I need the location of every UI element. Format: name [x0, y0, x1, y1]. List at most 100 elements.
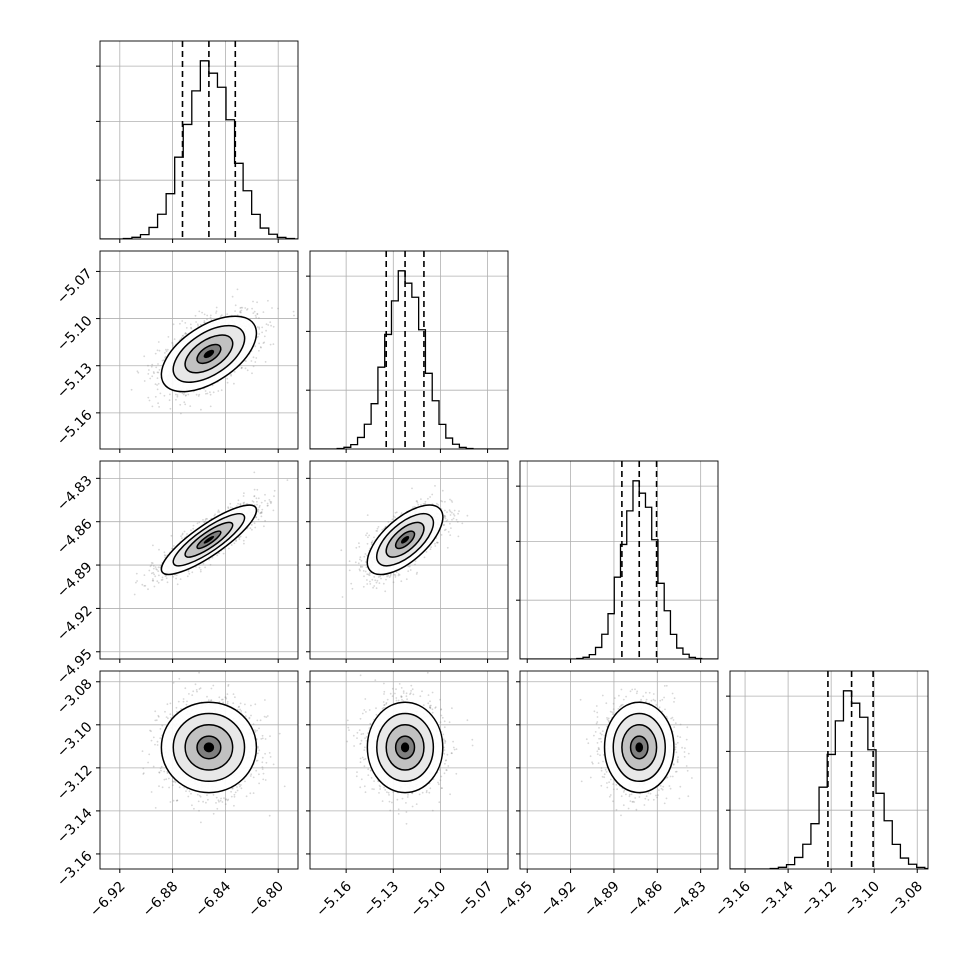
sample-point — [240, 367, 243, 370]
y-tick-label: −4.86 — [54, 516, 96, 558]
sample-point — [443, 514, 446, 517]
sample-point — [255, 357, 258, 359]
sample-point — [249, 527, 252, 530]
sample-point — [366, 573, 369, 575]
sample-point — [158, 349, 161, 352]
sample-point — [257, 518, 260, 521]
sample-point — [387, 521, 390, 523]
sample-point — [227, 685, 230, 687]
sample-point — [182, 698, 185, 700]
sample-point — [157, 402, 160, 405]
sample-point — [212, 391, 215, 394]
sample-point — [434, 542, 436, 545]
sample-point — [133, 593, 136, 596]
sample-point — [249, 775, 252, 777]
sample-point — [245, 360, 247, 362]
sample-point — [188, 572, 191, 575]
sample-point — [147, 588, 149, 591]
sample-point — [164, 556, 166, 559]
sample-point — [408, 565, 411, 568]
sample-point — [230, 544, 233, 546]
sample-point — [264, 499, 266, 502]
sample-point — [255, 516, 258, 519]
histogram-step — [520, 480, 718, 659]
sample-point — [362, 570, 365, 572]
sample-point — [169, 407, 172, 410]
histogram-panel-3 — [516, 460, 719, 663]
sample-point — [237, 502, 240, 505]
sample-point — [195, 393, 198, 396]
sample-point — [157, 581, 160, 584]
sample-point — [389, 574, 392, 577]
panel-frame — [519, 460, 719, 660]
sample-point — [256, 503, 258, 506]
sample-point — [277, 307, 279, 310]
sample-point — [393, 573, 396, 576]
sample-point — [169, 393, 171, 396]
sample-point — [260, 501, 263, 504]
sample-point — [150, 564, 153, 566]
sample-point — [172, 344, 174, 347]
sample-point — [156, 377, 159, 380]
sample-point — [368, 574, 371, 577]
sample-point — [216, 807, 219, 810]
sample-point — [228, 547, 230, 550]
sample-point — [205, 392, 207, 395]
sample-point — [245, 536, 248, 539]
sample-point — [413, 505, 416, 508]
sample-point — [136, 370, 139, 373]
sample-point — [152, 565, 155, 567]
sample-point — [348, 569, 351, 572]
sample-point — [163, 770, 166, 773]
sample-point — [368, 534, 371, 537]
sample-point — [263, 525, 265, 528]
sample-point — [230, 374, 233, 377]
sample-point — [209, 563, 212, 566]
sample-point — [156, 568, 158, 571]
sample-point — [225, 798, 228, 801]
sample-point — [292, 310, 295, 313]
sample-point — [157, 566, 160, 569]
sample-point — [179, 322, 181, 325]
sample-point — [199, 568, 202, 571]
sample-point — [414, 560, 417, 563]
sample-point — [457, 512, 459, 515]
sample-point — [210, 699, 212, 702]
sample-point — [173, 338, 176, 340]
sample-point — [199, 570, 202, 573]
sample-point — [270, 324, 272, 327]
sample-point — [157, 382, 160, 385]
sample-point — [175, 398, 177, 401]
sample-point — [269, 321, 272, 324]
sample-point — [257, 335, 259, 338]
sample-point — [366, 583, 369, 585]
sample-point — [173, 545, 175, 547]
sample-point — [409, 569, 412, 571]
sample-point — [135, 572, 138, 575]
sample-point — [203, 321, 206, 324]
sample-point — [263, 335, 266, 338]
sample-point — [168, 777, 170, 780]
sample-point — [444, 500, 446, 503]
sample-point — [191, 804, 193, 807]
sample-point — [183, 530, 186, 533]
sample-point — [158, 369, 161, 371]
sample-point — [260, 346, 262, 349]
sample-point — [239, 307, 242, 309]
sample-point — [255, 316, 258, 319]
sample-point — [204, 566, 207, 569]
sample-point — [136, 580, 139, 582]
sample-point — [436, 541, 439, 544]
sample-point — [363, 555, 366, 558]
sample-point — [184, 394, 187, 397]
sample-point — [365, 534, 367, 537]
sample-point — [441, 489, 444, 492]
sample-point — [209, 393, 212, 396]
sample-point — [446, 546, 449, 549]
sample-point — [171, 341, 174, 344]
sample-point — [286, 479, 289, 481]
panel-frame — [99, 40, 299, 240]
sample-point — [240, 311, 242, 314]
sample-point — [196, 522, 199, 525]
sample-point — [260, 511, 263, 513]
